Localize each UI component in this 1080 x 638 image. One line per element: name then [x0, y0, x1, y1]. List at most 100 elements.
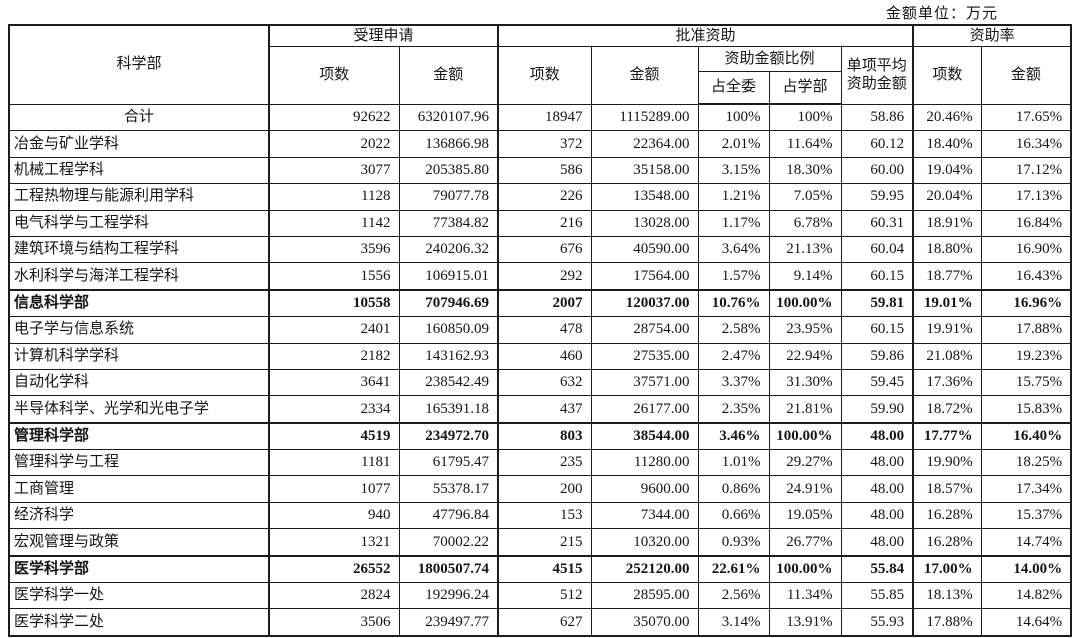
- value-cell: 240206.32: [398, 235, 499, 264]
- value-cell: 16.28%: [912, 528, 982, 557]
- value-cell: 17.77%: [912, 421, 982, 451]
- value-cell: 55.85: [840, 582, 914, 610]
- value-cell: 2.58%: [697, 316, 770, 344]
- value-cell: 100.00%: [768, 421, 842, 451]
- value-cell: 22.94%: [768, 342, 842, 370]
- value-cell: 1.21%: [697, 183, 770, 211]
- value-cell: 18947: [497, 103, 592, 132]
- value-cell: 22364.00: [590, 130, 699, 158]
- table-row: 半导体科学、光学和光电子学 2334 165391.18 437 26177.00 2.3…: [8, 395, 1072, 424]
- value-cell: 10558: [268, 288, 400, 318]
- value-cell: 437: [497, 395, 592, 424]
- dept-name-cell: 信息科学部: [8, 288, 270, 318]
- value-cell: 1321: [268, 528, 400, 557]
- value-cell: 632: [497, 368, 592, 397]
- value-cell: 59.86: [840, 342, 914, 370]
- col-header-approved-amount: 金额: [590, 46, 699, 105]
- value-cell: 16.90%: [980, 235, 1072, 264]
- dept-name-cell: 管理科学部: [8, 421, 270, 451]
- value-cell: 19.91%: [912, 316, 982, 344]
- value-cell: 27535.00: [590, 342, 699, 370]
- value-cell: 1142: [268, 209, 400, 237]
- value-cell: 60.15: [840, 316, 914, 344]
- value-cell: 3.15%: [697, 156, 770, 185]
- value-cell: 48.00: [840, 501, 914, 530]
- col-header-rate-items: 项数: [912, 46, 982, 105]
- value-cell: 35158.00: [590, 156, 699, 185]
- value-cell: 18.25%: [980, 449, 1072, 477]
- value-cell: 15.83%: [980, 395, 1072, 424]
- value-cell: 23.95%: [768, 316, 842, 344]
- value-cell: 16.84%: [980, 209, 1072, 237]
- col-group-funding-rate: 资助率: [912, 24, 1072, 47]
- table-row: 水利科学与海洋工程学科 1556 106915.01 292 17564.00 1.57%…: [8, 262, 1072, 291]
- value-cell: 16.28%: [912, 501, 982, 530]
- funding-table: 科学部 受理申请 批准资助 资助率 项数 金额 项数 金额 资助金额比例 单项平…: [8, 24, 1073, 637]
- value-cell: 18.30%: [768, 156, 842, 185]
- value-cell: 165391.18: [398, 395, 499, 424]
- value-cell: 10320.00: [590, 528, 699, 557]
- value-cell: 16.40%: [980, 421, 1072, 451]
- value-cell: 1077: [268, 475, 400, 503]
- dept-name-cell: 电子学与信息系统: [8, 316, 270, 344]
- value-cell: 215: [497, 528, 592, 557]
- value-cell: 586: [497, 156, 592, 185]
- col-header-share-of-committee: 占全委: [697, 71, 770, 105]
- section-total-row: 管理科学部 4519 234972.70 803 38544.00 3.46% 100.00…: [8, 421, 1072, 451]
- value-cell: 77384.82: [398, 209, 499, 237]
- value-cell: 15.37%: [980, 501, 1072, 530]
- value-cell: 3.46%: [697, 421, 770, 451]
- table-body: 合计 92622 6320107.96 18947 1115289.00 100% 100%…: [8, 103, 1072, 637]
- value-cell: 2.47%: [697, 342, 770, 370]
- dept-name-cell: 医学科学二处: [8, 608, 270, 637]
- value-cell: 2334: [268, 395, 400, 424]
- value-cell: 26.77%: [768, 528, 842, 557]
- dept-name-cell: 合计: [8, 103, 270, 132]
- dept-name-cell: 宏观管理与政策: [8, 528, 270, 557]
- value-cell: 160850.09: [398, 316, 499, 344]
- value-cell: 55.93: [840, 608, 914, 637]
- col-header-approved-items: 项数: [497, 46, 592, 105]
- value-cell: 2022: [268, 130, 400, 158]
- table-row: 自动化学科 3641 238542.49 632 37571.00 3.37% 31.30%…: [8, 368, 1072, 397]
- value-cell: 61795.47: [398, 449, 499, 477]
- dept-name-cell: 医学科学部: [8, 554, 270, 584]
- value-cell: 2.01%: [697, 130, 770, 158]
- value-cell: 216: [497, 209, 592, 237]
- table-row: 建筑环境与结构工程学科 3596 240206.32 676 40590.00 3.64%…: [8, 235, 1072, 264]
- value-cell: 59.81: [840, 288, 914, 318]
- value-cell: 153: [497, 501, 592, 530]
- value-cell: 205385.80: [398, 156, 499, 185]
- value-cell: 58.86: [840, 103, 914, 132]
- value-cell: 17564.00: [590, 262, 699, 291]
- value-cell: 372: [497, 130, 592, 158]
- value-cell: 3.14%: [697, 608, 770, 637]
- value-cell: 48.00: [840, 475, 914, 503]
- value-cell: 4519: [268, 421, 400, 451]
- value-cell: 21.08%: [912, 342, 982, 370]
- value-cell: 226: [497, 183, 592, 211]
- value-cell: 235: [497, 449, 592, 477]
- value-cell: 19.04%: [912, 156, 982, 185]
- value-cell: 238542.49: [398, 368, 499, 397]
- value-cell: 100%: [768, 103, 842, 132]
- table-row: 医学科学二处 3506 239497.77 627 35070.00 3.14% 13.91…: [8, 608, 1072, 637]
- value-cell: 7344.00: [590, 501, 699, 530]
- value-cell: 100.00%: [768, 554, 842, 584]
- value-cell: 38544.00: [590, 421, 699, 451]
- value-cell: 22.61%: [697, 554, 770, 584]
- value-cell: 19.01%: [912, 288, 982, 318]
- dept-name-cell: 建筑环境与结构工程学科: [8, 235, 270, 264]
- value-cell: 16.96%: [980, 288, 1072, 318]
- dept-name-cell: 工商管理: [8, 475, 270, 503]
- col-group-approved-funding: 批准资助: [497, 24, 914, 47]
- value-cell: 676: [497, 235, 592, 264]
- value-cell: 2824: [268, 582, 400, 610]
- value-cell: 17.13%: [980, 183, 1072, 211]
- value-cell: 19.90%: [912, 449, 982, 477]
- value-cell: 3077: [268, 156, 400, 185]
- dept-name-cell: 冶金与矿业学科: [8, 130, 270, 158]
- value-cell: 21.81%: [768, 395, 842, 424]
- value-cell: 4515: [497, 554, 592, 584]
- value-cell: 478: [497, 316, 592, 344]
